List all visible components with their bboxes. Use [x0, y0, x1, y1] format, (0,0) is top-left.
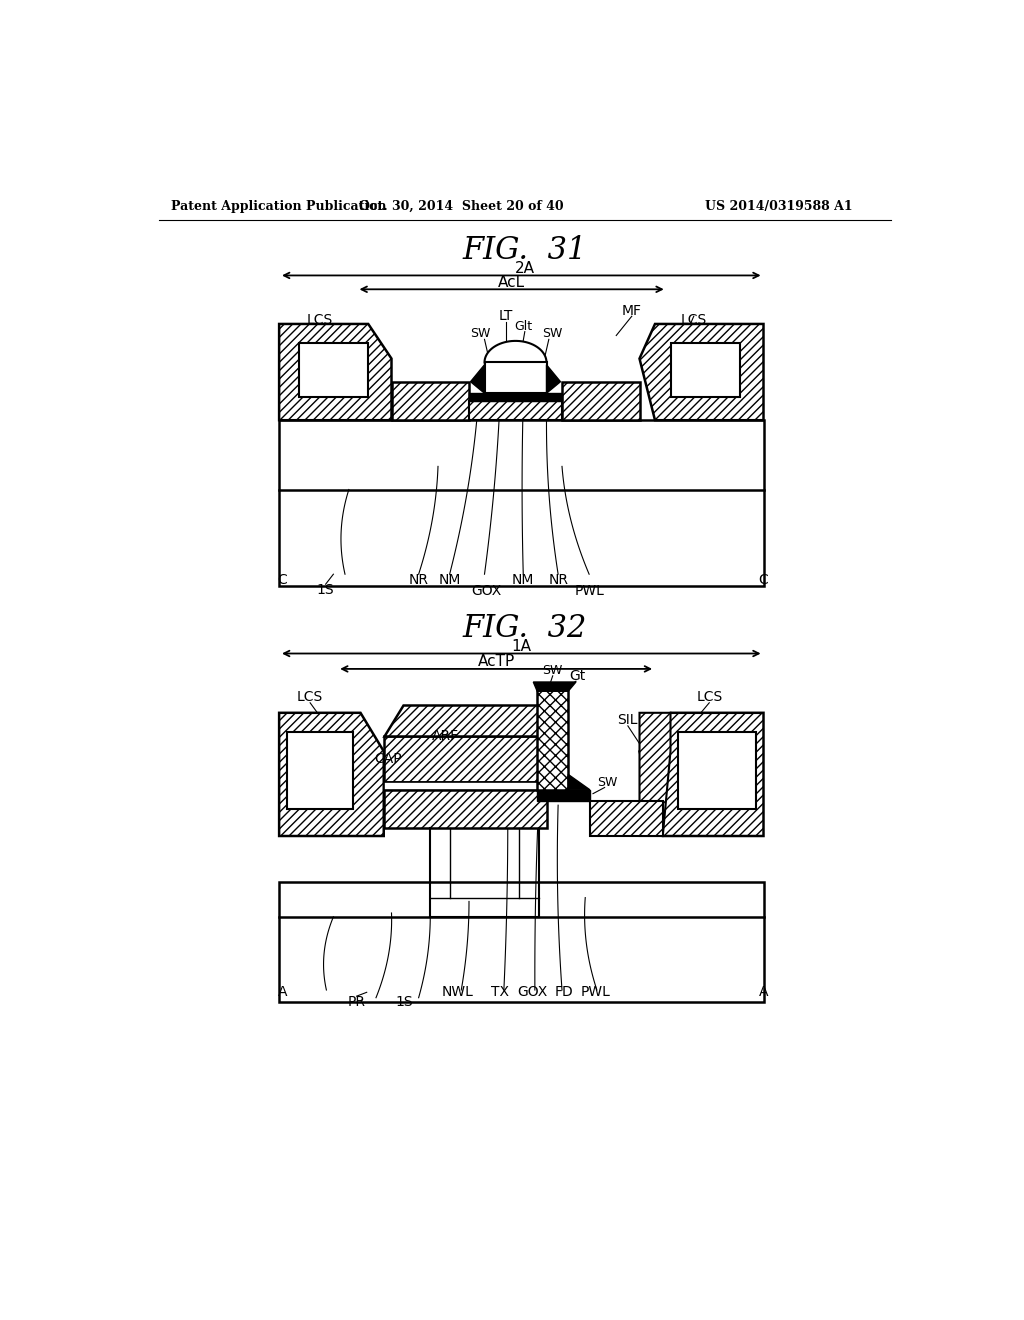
Polygon shape — [671, 343, 740, 397]
Polygon shape — [590, 801, 663, 836]
Text: LCS: LCS — [307, 313, 334, 327]
Text: US 2014/0319588 A1: US 2014/0319588 A1 — [706, 199, 853, 213]
Text: PWL: PWL — [574, 585, 604, 598]
Polygon shape — [471, 364, 484, 393]
Text: 2A: 2A — [515, 261, 535, 276]
Text: SW: SW — [470, 327, 490, 341]
Text: 1S: 1S — [316, 582, 335, 597]
Text: GOX: GOX — [517, 985, 548, 998]
Polygon shape — [469, 393, 562, 401]
Polygon shape — [280, 713, 384, 836]
Polygon shape — [280, 323, 391, 420]
Polygon shape — [384, 789, 547, 829]
Polygon shape — [640, 713, 764, 836]
Polygon shape — [534, 682, 575, 692]
Text: ARF: ARF — [432, 729, 460, 743]
Text: NWL: NWL — [441, 985, 473, 998]
Polygon shape — [391, 381, 469, 420]
Text: LCS: LCS — [696, 690, 722, 705]
Text: 1S: 1S — [395, 994, 413, 1008]
Text: LCS: LCS — [681, 313, 707, 327]
Polygon shape — [299, 343, 369, 397]
Text: SW: SW — [597, 776, 617, 788]
Polygon shape — [469, 401, 562, 420]
Text: LCS: LCS — [297, 690, 324, 705]
Text: PWL: PWL — [581, 985, 610, 998]
Text: AcL: AcL — [498, 275, 525, 290]
Text: NR: NR — [409, 573, 429, 587]
Polygon shape — [384, 737, 547, 781]
Text: MF: MF — [622, 304, 642, 318]
Text: SIL: SIL — [617, 714, 638, 727]
Text: FIG.  32: FIG. 32 — [463, 612, 587, 644]
Polygon shape — [547, 364, 560, 393]
Text: NR: NR — [548, 573, 568, 587]
Polygon shape — [562, 381, 640, 420]
Text: Oct. 30, 2014  Sheet 20 of 40: Oct. 30, 2014 Sheet 20 of 40 — [359, 199, 563, 213]
Polygon shape — [384, 705, 547, 737]
Polygon shape — [287, 733, 352, 809]
Text: NM: NM — [438, 573, 461, 587]
Polygon shape — [640, 323, 764, 420]
Text: C: C — [278, 573, 287, 587]
Polygon shape — [384, 781, 547, 789]
Text: PR: PR — [347, 994, 366, 1008]
Polygon shape — [538, 689, 568, 789]
Polygon shape — [678, 733, 756, 809]
Polygon shape — [484, 363, 547, 393]
Text: Patent Application Publication: Patent Application Publication — [171, 199, 386, 213]
Text: CAP: CAP — [374, 752, 401, 766]
Text: NM: NM — [512, 573, 535, 587]
Text: SW: SW — [543, 664, 563, 677]
Text: FD: FD — [554, 985, 572, 998]
Text: FIG.  31: FIG. 31 — [463, 235, 587, 267]
Text: Gt: Gt — [569, 669, 586, 682]
Polygon shape — [568, 775, 590, 789]
Text: C: C — [759, 573, 768, 587]
Text: Glt: Glt — [514, 319, 532, 333]
Text: TX: TX — [490, 985, 509, 998]
Polygon shape — [484, 341, 547, 363]
Text: A: A — [279, 985, 288, 998]
Text: AcTP: AcTP — [477, 655, 515, 669]
Bar — [280, 420, 764, 586]
Text: SW: SW — [542, 327, 562, 341]
Text: LT: LT — [499, 309, 513, 323]
Polygon shape — [538, 789, 590, 801]
Text: GOX: GOX — [471, 585, 501, 598]
Bar — [280, 882, 764, 1002]
Text: A: A — [759, 985, 768, 998]
Text: 1A: 1A — [512, 639, 531, 655]
Polygon shape — [640, 713, 671, 836]
